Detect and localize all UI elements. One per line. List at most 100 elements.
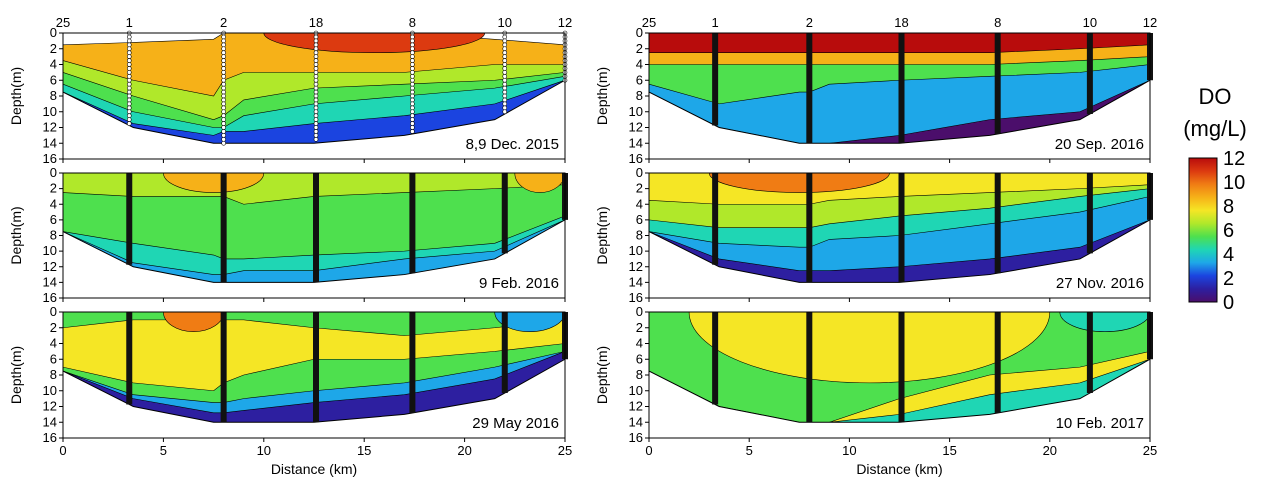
x-tick-label: 10 bbox=[842, 443, 856, 458]
y-axis-title: Depth(m) bbox=[594, 206, 610, 264]
colorbar-tick-label: 0 bbox=[1223, 292, 1234, 314]
panel-6-cast-2 bbox=[806, 312, 813, 423]
y-tick-label: 16 bbox=[629, 151, 643, 166]
panel-1-sample-point bbox=[313, 125, 319, 130]
panel-3-patch-1 bbox=[163, 312, 224, 332]
panel-1-sample-point bbox=[126, 74, 132, 79]
panel-1-sample-point bbox=[313, 113, 319, 118]
panel-1-sample-point bbox=[221, 97, 226, 103]
panel-1-sample-point bbox=[221, 70, 226, 75]
panel-1-sample-point bbox=[313, 85, 319, 91]
y-tick-label: 16 bbox=[43, 151, 57, 166]
y-axis-title: Depth(m) bbox=[594, 67, 610, 125]
panel-1-sample-point bbox=[502, 46, 508, 52]
x-tick-label: 10 bbox=[257, 443, 271, 458]
panel-1-sample-point bbox=[221, 42, 226, 48]
panel-1-sample-point bbox=[313, 70, 319, 75]
y-tick-label: 6 bbox=[50, 212, 57, 227]
panel-1-sample-point bbox=[313, 89, 319, 95]
panel-1-sample-point bbox=[221, 89, 226, 95]
panel-1-sample-point bbox=[410, 121, 415, 126]
y-tick-label: 6 bbox=[50, 351, 57, 366]
panel-1-sample-point bbox=[221, 133, 226, 138]
panel-1-sample-point bbox=[410, 46, 415, 52]
panel-1-sample-point bbox=[221, 62, 226, 67]
panel-1-sample-point bbox=[221, 54, 226, 59]
y-tick-label: 4 bbox=[636, 57, 643, 72]
x-tick-label: 25 bbox=[1143, 443, 1157, 458]
panel-1-sample-point bbox=[126, 46, 132, 52]
panel-1-sample-point bbox=[313, 66, 319, 71]
y-tick-label: 12 bbox=[629, 120, 643, 135]
panel-2-seabed bbox=[62, 219, 566, 283]
y-tick-label: 8 bbox=[636, 88, 643, 103]
y-axis-title: Depth(m) bbox=[8, 346, 24, 404]
y-tick-label: 0 bbox=[50, 304, 57, 319]
panel-1-sample-point bbox=[313, 58, 319, 63]
panel-1-sample-point bbox=[221, 129, 226, 134]
panel-3-seabed bbox=[62, 358, 566, 423]
y-axis-title: Depth(m) bbox=[8, 206, 24, 264]
panel-1-sample-point bbox=[410, 70, 415, 75]
panel-1-date-label: 8,9 Dec. 2015 bbox=[466, 136, 559, 153]
colorbar-tick-label: 6 bbox=[1223, 220, 1234, 242]
y-tick-label: 14 bbox=[629, 135, 643, 150]
panel-1-sample-point bbox=[126, 93, 132, 99]
panel-1-sample-point bbox=[410, 54, 415, 59]
panel-2-cast-10 bbox=[501, 173, 508, 254]
station-label-18: 18 bbox=[309, 15, 323, 30]
panel-6-patch-1 bbox=[1059, 312, 1150, 332]
panel-1-sample-point bbox=[313, 62, 319, 67]
panel-3-cast-18 bbox=[313, 312, 320, 423]
colorbar-tick-label: 10 bbox=[1223, 172, 1245, 194]
y-tick-label: 8 bbox=[636, 228, 643, 243]
panel-1-sample-point bbox=[313, 81, 319, 87]
panel-1-sample-point bbox=[410, 74, 415, 79]
y-tick-label: 16 bbox=[43, 290, 57, 305]
panel-1-sample-point bbox=[221, 50, 226, 55]
station-label-2: 2 bbox=[220, 15, 227, 30]
y-tick-label: 14 bbox=[43, 135, 57, 150]
panel-6-seabed bbox=[648, 358, 1151, 423]
panel-1-sample-point bbox=[221, 81, 226, 87]
panel-1-sample-point bbox=[221, 38, 226, 44]
x-tick-label: 5 bbox=[160, 443, 167, 458]
panel-1-sample-point bbox=[502, 66, 508, 71]
panel-6-cast-8 bbox=[994, 312, 1001, 413]
panel-1-sample-point bbox=[502, 54, 508, 59]
x-tick-label: 15 bbox=[942, 443, 956, 458]
panel-1-sample-point bbox=[502, 70, 508, 75]
y-tick-label: 14 bbox=[43, 274, 57, 289]
panel-1-sample-point bbox=[126, 101, 132, 107]
y-tick-label: 2 bbox=[636, 41, 643, 56]
panel-1-sample-point bbox=[410, 77, 415, 83]
panel-1-patch-1 bbox=[263, 33, 485, 53]
y-tick-label: 12 bbox=[629, 399, 643, 414]
y-tick-label: 10 bbox=[43, 104, 57, 119]
y-tick-label: 2 bbox=[50, 320, 57, 335]
y-tick-label: 4 bbox=[636, 196, 643, 211]
panel-1-sample-point bbox=[502, 89, 508, 95]
panel-3-cast-2 bbox=[220, 312, 227, 423]
y-tick-label: 8 bbox=[50, 228, 57, 243]
y-tick-label: 16 bbox=[629, 430, 643, 445]
panel-1-sample-point bbox=[313, 133, 319, 138]
x-axis-title-left: Distance (km) bbox=[271, 461, 357, 477]
panel-1-sample-point bbox=[126, 81, 132, 87]
panel-1-sample-point bbox=[126, 58, 132, 63]
panel-1-sample-point bbox=[410, 93, 415, 99]
panel-1-sample-point bbox=[410, 97, 415, 103]
x-tick-label: 0 bbox=[59, 443, 66, 458]
station-label-8: 8 bbox=[409, 15, 416, 30]
y-tick-label: 12 bbox=[43, 399, 57, 414]
y-tick-label: 6 bbox=[50, 72, 57, 87]
panel-3-cast-8 bbox=[409, 312, 416, 413]
panel-1-sample-point bbox=[221, 140, 226, 146]
panel-1-sample-point bbox=[221, 125, 226, 130]
panel-1-sample-point bbox=[313, 42, 319, 48]
panel-1-sample-point bbox=[410, 113, 415, 118]
